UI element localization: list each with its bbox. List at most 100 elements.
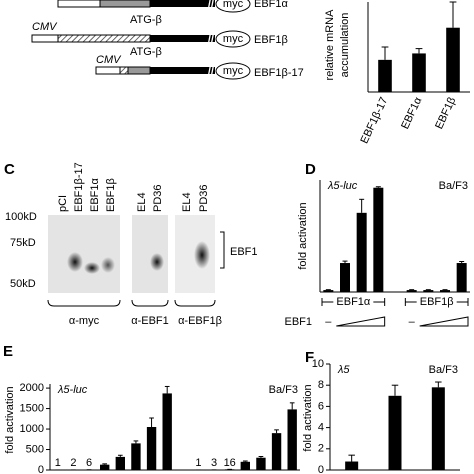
panel-label: C bbox=[4, 161, 15, 178]
band bbox=[84, 262, 100, 274]
annotation: λ5-luc bbox=[57, 384, 88, 396]
utr bbox=[31, 34, 59, 43]
data-label: 1 bbox=[55, 457, 61, 469]
x-tick-label: EBF1β-17 bbox=[358, 95, 390, 145]
antibody: α-EBF1β bbox=[178, 315, 222, 327]
bar bbox=[406, 290, 417, 292]
annotation: λ5-luc bbox=[327, 180, 358, 192]
bar bbox=[388, 395, 402, 470]
lane-label: EBF1β-17 bbox=[73, 162, 85, 212]
tag-shape bbox=[215, 0, 251, 13]
cds bbox=[150, 35, 215, 42]
dose-zero: – bbox=[409, 316, 416, 328]
tag: myc bbox=[223, 0, 244, 10]
band-label: EBF1 bbox=[230, 246, 258, 258]
tag-shape bbox=[215, 30, 251, 48]
data-label: 2 bbox=[70, 457, 76, 469]
bar bbox=[162, 393, 172, 470]
lane-label: PD36 bbox=[198, 184, 210, 212]
annotation: Ba/F3 bbox=[439, 180, 468, 192]
bar bbox=[271, 433, 282, 470]
y-tick-label: 1500 bbox=[20, 402, 44, 414]
annotation: Ba/F3 bbox=[269, 384, 298, 396]
lane-label: EBF1β bbox=[105, 178, 117, 212]
break: // bbox=[208, 65, 214, 77]
start-codon: ATG-β bbox=[130, 46, 162, 58]
bar bbox=[412, 53, 426, 92]
break: // bbox=[208, 33, 214, 45]
tag: myc bbox=[223, 33, 244, 45]
antibody: α-EBF1 bbox=[131, 315, 169, 327]
bracket bbox=[174, 299, 216, 307]
lane-labels: pCI EBF1β-17 EBF1α EBF1β EL4 PD36 EL4 PD… bbox=[57, 162, 210, 212]
y-axis-label: fold activation bbox=[302, 384, 314, 451]
y-tick-label: 4 bbox=[318, 422, 324, 434]
marker: 100kD bbox=[5, 211, 37, 223]
bar bbox=[240, 461, 250, 470]
band bbox=[67, 252, 83, 272]
x-tick-label: EBF1α bbox=[399, 95, 424, 131]
bar bbox=[431, 387, 445, 470]
bracket bbox=[131, 299, 169, 307]
lane-label: pCI bbox=[57, 195, 69, 212]
bar bbox=[423, 290, 434, 292]
bar bbox=[146, 427, 157, 470]
annotation: Ba/F3 bbox=[429, 364, 458, 376]
constructs: // myc EBF1α CMV ATG-β // myc EBF1β CMV … bbox=[31, 0, 304, 80]
data-label: 16 bbox=[224, 457, 236, 469]
blot-panel: C 100kD 75kD 50kD EBF1 pCI EBF1β-17 EBF1… bbox=[4, 161, 258, 327]
x-tick-label: EBF1β bbox=[433, 95, 458, 131]
dose-ramp bbox=[419, 316, 469, 327]
bracket bbox=[220, 231, 225, 269]
tag: myc bbox=[223, 65, 244, 77]
lane-label: EL4 bbox=[136, 192, 148, 212]
blot-image bbox=[132, 215, 168, 293]
bar bbox=[100, 464, 110, 470]
construct-name: EBF1β-17 bbox=[254, 67, 304, 79]
bracket bbox=[47, 299, 121, 307]
bar bbox=[356, 212, 367, 292]
promoter: CMV bbox=[32, 21, 58, 33]
bar bbox=[456, 263, 467, 292]
bar bbox=[373, 187, 384, 292]
construct-name: EBF1α bbox=[254, 0, 289, 10]
panel-label: F bbox=[305, 349, 314, 366]
y-axis-label: fold activation bbox=[297, 202, 309, 269]
lane-label: PD36 bbox=[152, 184, 164, 212]
dose-ramp bbox=[336, 316, 386, 327]
promoter: CMV bbox=[96, 54, 122, 66]
start-codon: ATG-β bbox=[130, 14, 162, 26]
lane-label: EL4 bbox=[181, 192, 193, 212]
group-label: EBF1β bbox=[420, 296, 454, 308]
y-tick-label: 500 bbox=[26, 443, 44, 455]
utr bbox=[95, 66, 121, 75]
bar bbox=[256, 457, 266, 470]
y-axis-label: relative mRNA bbox=[324, 9, 336, 81]
y-tick-label: 1000 bbox=[20, 423, 44, 435]
panel-label: D bbox=[305, 161, 316, 178]
group-label: EBF1α bbox=[336, 296, 371, 308]
exon bbox=[57, 34, 151, 43]
y-axis-label: accumulation bbox=[339, 13, 351, 78]
y-tick-label: 0 bbox=[38, 464, 44, 474]
antibody: α-myc bbox=[69, 315, 100, 327]
bar bbox=[287, 409, 297, 470]
exon bbox=[99, 0, 151, 8]
break: // bbox=[208, 0, 214, 10]
y-axis-label: fold activation bbox=[4, 386, 16, 453]
bar bbox=[340, 263, 350, 292]
marker: 50kD bbox=[10, 278, 36, 290]
band bbox=[194, 241, 210, 269]
bar bbox=[131, 443, 141, 470]
exon bbox=[119, 66, 129, 75]
band bbox=[101, 257, 115, 273]
bar bbox=[440, 290, 450, 292]
blot-image bbox=[48, 215, 120, 293]
y-tick-label: 10 bbox=[312, 358, 324, 370]
lane-label: EBF1α bbox=[89, 177, 101, 212]
label-bg bbox=[333, 295, 374, 309]
exon bbox=[127, 66, 151, 75]
bar bbox=[378, 59, 392, 92]
tag-shape bbox=[215, 62, 251, 80]
bar bbox=[345, 461, 359, 470]
